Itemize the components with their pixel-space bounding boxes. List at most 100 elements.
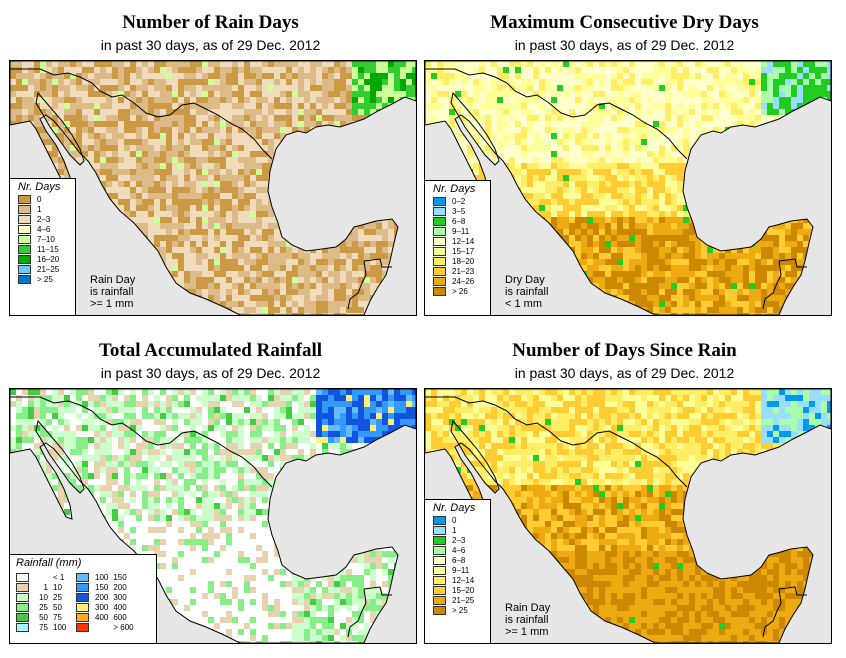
- dry-days-legend: Nr. Days 0–2 3–5 6–8 9–11 12–14 15–17 18–20 21–…: [425, 180, 491, 315]
- legend-range-low: 100: [95, 572, 109, 582]
- legend-swatch: [433, 286, 446, 296]
- legend-range-low: 200: [95, 592, 109, 602]
- legend-swatch: [433, 226, 446, 236]
- baja-coastline: [35, 419, 85, 494]
- dry-days-note-line: < 1 mm: [505, 298, 542, 310]
- legend-entry: 6–8: [425, 555, 490, 565]
- legend-range-high: 50: [53, 602, 62, 612]
- legend-range-low: 10: [39, 592, 48, 602]
- legend-range-high: 400: [113, 602, 127, 612]
- legend-label: 7–10: [37, 234, 55, 244]
- central-america-border: [347, 586, 392, 638]
- rain-days-note-line: is rainfall: [90, 286, 134, 298]
- legend-range-low: 150: [95, 582, 109, 592]
- since-rain-note: Rain Day is rainfall >= 1 mm: [505, 602, 550, 638]
- since-rain-note-line: >= 1 mm: [505, 626, 549, 638]
- legend-range-low: 50: [39, 612, 48, 622]
- dry-days-title: Maximum Consecutive Dry Days: [490, 12, 759, 33]
- legend-entry: 1: [10, 204, 75, 214]
- since-rain-legend-title: Nr. Days: [433, 502, 476, 514]
- legend-range-low: 300: [95, 602, 109, 612]
- legend-label: 18–20: [452, 256, 475, 266]
- rainfall-legend-entry: 200 300: [76, 592, 133, 602]
- rain-days-title: Number of Rain Days: [122, 12, 299, 33]
- us-mexico-border: [425, 68, 688, 160]
- dry-days-note-line: Dry Day: [505, 274, 545, 286]
- legend-entry: 12–14: [425, 236, 490, 246]
- legend-label: 3–5: [452, 206, 466, 216]
- legend-swatch: [18, 274, 31, 284]
- legend-label: 9–11: [452, 565, 470, 575]
- legend-swatch: [76, 602, 90, 612]
- legend-entry: 7–10: [10, 234, 75, 244]
- rainfall-legend-entry: 50 75: [16, 612, 66, 622]
- legend-entry: 15–17: [425, 246, 490, 256]
- legend-label: 15–17: [452, 246, 475, 256]
- legend-range-high: 100: [53, 622, 67, 632]
- legend-label: 21–23: [452, 266, 475, 276]
- rainfall-map[interactable]: Rainfall (mm) < 1 1 10 10 25 25 50 50 75 75 100 10…: [9, 388, 417, 644]
- rainfall-legend-entry: 300 400: [76, 602, 133, 612]
- since-rain-title: Number of Days Since Rain: [512, 340, 737, 361]
- dry-days-map-graphic: [425, 61, 831, 315]
- legend-entry: 0: [425, 515, 490, 525]
- coastline: [425, 61, 831, 315]
- legend-range-high: 300: [113, 592, 127, 602]
- dry-days-map[interactable]: Nr. Days 0–2 3–5 6–8 9–11 12–14 15–17 18–20 21–…: [424, 60, 832, 316]
- legend-label: 2–3: [452, 535, 466, 545]
- legend-entry: 0: [10, 194, 75, 204]
- rainfall-legend-entry: 150 200: [76, 582, 133, 592]
- us-mexico-border: [10, 68, 273, 160]
- legend-swatch: [16, 602, 29, 612]
- since-rain-map[interactable]: Nr. Days 0 1 2–3 4–6 6–8 9–11 12–14 15–20 21–25 >…: [424, 388, 832, 644]
- since-rain-note-line: is rainfall: [505, 614, 549, 626]
- rainfall-legend-entry: 400 600: [76, 612, 133, 622]
- legend-swatch: [76, 572, 90, 582]
- legend-swatch: [76, 592, 90, 602]
- legend-swatch: [18, 234, 31, 244]
- legend-label: 12–14: [452, 575, 475, 585]
- rainfall-legend-entry: 25 50: [16, 602, 66, 612]
- legend-swatch: [433, 216, 446, 226]
- rainfall-legend: Rainfall (mm) < 1 1 10 10 25 25 50 50 75 75 100 10…: [10, 554, 157, 643]
- rain-days-legend-title: Nr. Days: [18, 181, 61, 193]
- legend-entry: 15–20: [425, 585, 490, 595]
- baja-coastline: [450, 91, 500, 166]
- dry-days-legend-title: Nr. Days: [433, 183, 476, 195]
- legend-entry: 9–11: [425, 226, 490, 236]
- legend-entry: 3–5: [425, 206, 490, 216]
- legend-entry: > 25: [10, 274, 75, 284]
- legend-swatch: [18, 244, 31, 254]
- legend-label: 16–20: [37, 254, 60, 264]
- legend-label: > 25: [452, 605, 468, 615]
- legend-swatch: [18, 214, 31, 224]
- dry-days-note-line: is rainfall: [505, 286, 549, 298]
- legend-swatch: [16, 572, 29, 582]
- legend-entry: 21–25: [425, 595, 490, 605]
- legend-swatch: [16, 582, 29, 592]
- legend-swatch: [433, 206, 446, 216]
- legend-range-high: 25: [53, 592, 62, 602]
- rainfall-legend-entry: > 600: [76, 622, 134, 632]
- legend-swatch: [16, 622, 29, 632]
- legend-entry: 0–2: [425, 196, 490, 206]
- legend-swatch: [16, 612, 29, 622]
- legend-label: 24–26: [452, 276, 475, 286]
- legend-swatch: [76, 622, 90, 632]
- legend-entry: 12–14: [425, 575, 490, 585]
- central-america-border: [762, 258, 807, 310]
- legend-label: 1: [452, 525, 457, 535]
- rainfall-title: Total Accumulated Rainfall: [98, 340, 323, 361]
- rainfall-subtitle: in past 30 days, as of 29 Dec. 2012: [100, 365, 321, 381]
- rain-days-map[interactable]: Nr. Days 0 1 2–3 4–6 7–10 11–15 16–20 21–25 > 25…: [9, 60, 417, 316]
- legend-swatch: [433, 196, 446, 206]
- legend-swatch: [433, 535, 446, 545]
- legend-label: 1: [37, 204, 42, 214]
- rain-days-legend: Nr. Days 0 1 2–3 4–6 7–10 11–15 16–20 21–25 > 25: [10, 178, 76, 315]
- legend-swatch: [18, 264, 31, 274]
- legend-swatch: [433, 266, 446, 276]
- legend-entry: 2–3: [425, 535, 490, 545]
- coastline: [10, 389, 416, 643]
- since-rain-legend: Nr. Days 0 1 2–3 4–6 6–8 9–11 12–14 15–20 21–25 >…: [425, 499, 491, 643]
- legend-swatch: [433, 595, 446, 605]
